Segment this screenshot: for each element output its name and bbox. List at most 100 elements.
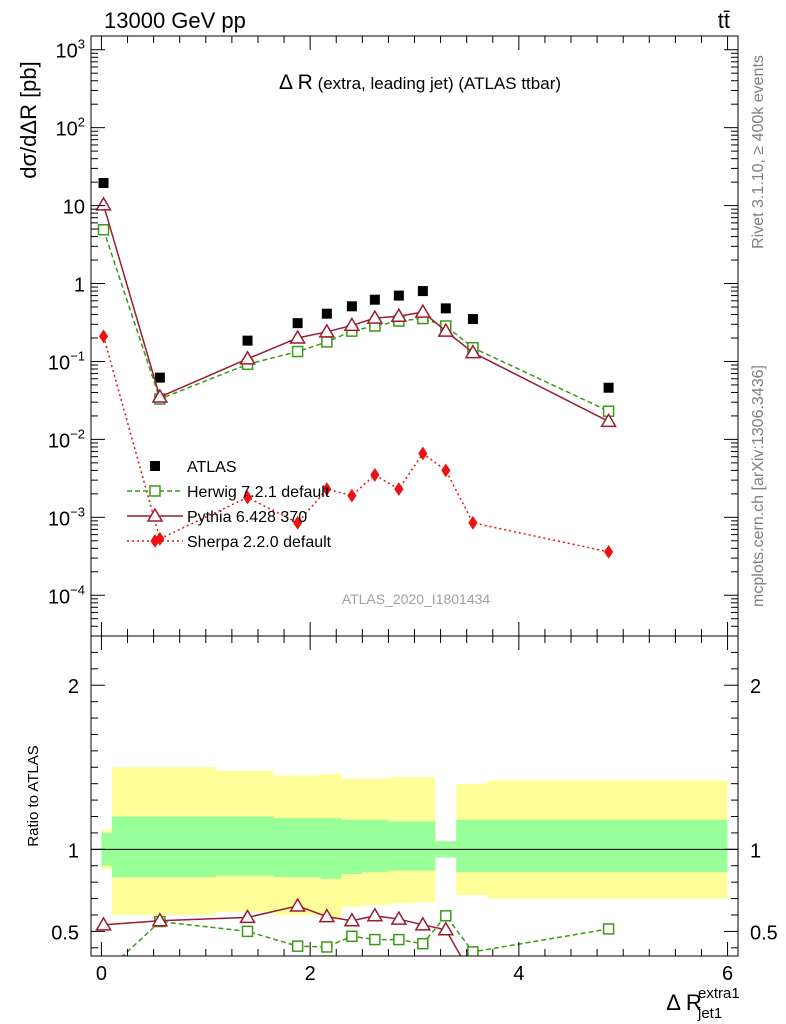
ratio-point	[346, 930, 358, 943]
tick-base: 10	[48, 586, 70, 608]
ratio-point	[95, 916, 112, 931]
data-point	[394, 482, 404, 497]
data-point	[239, 350, 256, 365]
series-1	[97, 223, 615, 417]
analysis-watermark: ATLAS_2020_I1801434	[342, 591, 491, 607]
main-plot-area	[95, 177, 617, 559]
data-point	[291, 345, 304, 358]
x-tick-label: 2	[305, 963, 316, 985]
legend-entry: Herwig 7.2.1 default	[127, 484, 330, 501]
ratio-series-1	[95, 897, 609, 956]
x-tick-label: 0	[96, 963, 107, 985]
ratio-point	[390, 910, 408, 925]
legend-marker	[146, 507, 164, 522]
data-point	[464, 344, 482, 359]
tick-base: 10	[56, 41, 78, 63]
legend-entry: ATLAS	[150, 459, 237, 476]
tick-exponent: −1	[70, 348, 85, 363]
ratio-point	[608, 955, 609, 956]
y-tick-label: 10−3	[48, 504, 85, 530]
data-point	[393, 290, 404, 301]
ratio-point	[417, 937, 429, 950]
data-point	[414, 303, 432, 318]
series-3	[98, 329, 614, 559]
legend-label: Herwig 7.2.1 default	[187, 484, 330, 501]
data-point	[366, 309, 384, 324]
y-tick-label: 102	[56, 115, 85, 141]
data-point	[242, 490, 253, 505]
data-point	[603, 544, 614, 559]
data-point	[417, 286, 428, 297]
y-tick-label: 10−1	[48, 348, 85, 374]
data-point	[467, 314, 478, 325]
data-point	[154, 372, 165, 383]
data-point	[437, 322, 455, 337]
ratio-y-tick-label: 1	[68, 840, 79, 862]
tick-base: 10	[48, 430, 70, 452]
data-point	[292, 318, 303, 329]
tick-exponent: −2	[70, 426, 85, 441]
plot-title-rest: (extra, leading jet) (ATLAS ttbar)	[313, 74, 561, 93]
y-tick-label: 103	[56, 37, 85, 63]
series-line	[102, 336, 609, 553]
data-point	[321, 336, 333, 348]
ratio-plot-area	[95, 897, 615, 956]
ratio-y-tick-label: 0.5	[51, 922, 79, 944]
series-line	[102, 229, 609, 412]
tick-exponent: −4	[70, 582, 85, 597]
legend-marker	[150, 461, 160, 471]
data-point	[603, 382, 614, 393]
ratio-y-tick-label-right: 0.5	[750, 922, 778, 944]
x-axis-label-main: Δ R	[666, 990, 701, 1015]
y-tick-label: 10−2	[48, 426, 85, 452]
y-tick-label: 10	[63, 197, 85, 219]
data-point	[418, 446, 428, 461]
data-point	[151, 388, 169, 403]
energy-label: 13000 GeV pp	[104, 8, 246, 33]
ratio-point	[291, 940, 304, 952]
ratio-point	[393, 933, 405, 946]
data-point	[98, 329, 109, 344]
ratio-point	[366, 907, 384, 922]
legend-entry: Pythia 6.428 370	[127, 507, 307, 526]
x-tick-label: 6	[722, 963, 733, 985]
ratio-y-tick-label: 2	[68, 676, 79, 698]
legend-label: Pythia 6.428 370	[187, 509, 307, 526]
data-point	[98, 177, 109, 188]
series-0	[98, 177, 614, 393]
series-2	[95, 196, 617, 428]
data-point	[441, 463, 451, 478]
legend: ATLAS Herwig 7.2.1 default Pythia 6.428 37…	[127, 459, 332, 551]
data-point	[390, 307, 408, 323]
legend-marker	[150, 534, 160, 548]
data-point	[289, 329, 306, 344]
x-axis-label: Δ R	[666, 990, 701, 1015]
data-point	[242, 335, 253, 346]
ratio-series-group	[95, 897, 615, 956]
data-point	[322, 482, 332, 497]
ratio-uncertainty-bands	[91, 767, 738, 919]
rivet-version-label: Rivet 3.1.10, ≥ 400k events	[750, 55, 767, 249]
ratio-band-inner	[101, 816, 728, 879]
legend-marker	[149, 485, 161, 497]
tick-exponent: −3	[70, 504, 85, 519]
plot-title: Δ R (extra, leading jet) (ATLAS ttbar)	[279, 71, 561, 94]
data-point	[347, 488, 357, 503]
ratio-point	[602, 923, 615, 935]
ratio-point	[440, 910, 452, 922]
data-point	[370, 468, 380, 482]
ratio-point	[239, 908, 256, 924]
ratio-line	[103, 905, 462, 956]
ratio-point	[467, 946, 479, 956]
data-point	[343, 316, 361, 332]
tick-base: 10	[56, 119, 78, 141]
tick-base: 10	[48, 352, 70, 374]
ratio-y-axis-label: Ratio to ATLAS	[25, 745, 42, 846]
data-point	[600, 412, 617, 428]
tick-exponent: 3	[78, 37, 85, 52]
data-point	[95, 196, 112, 211]
ratio-y-tick-label-right: 1	[750, 840, 761, 862]
data-point	[318, 323, 336, 338]
data-point	[440, 303, 451, 314]
